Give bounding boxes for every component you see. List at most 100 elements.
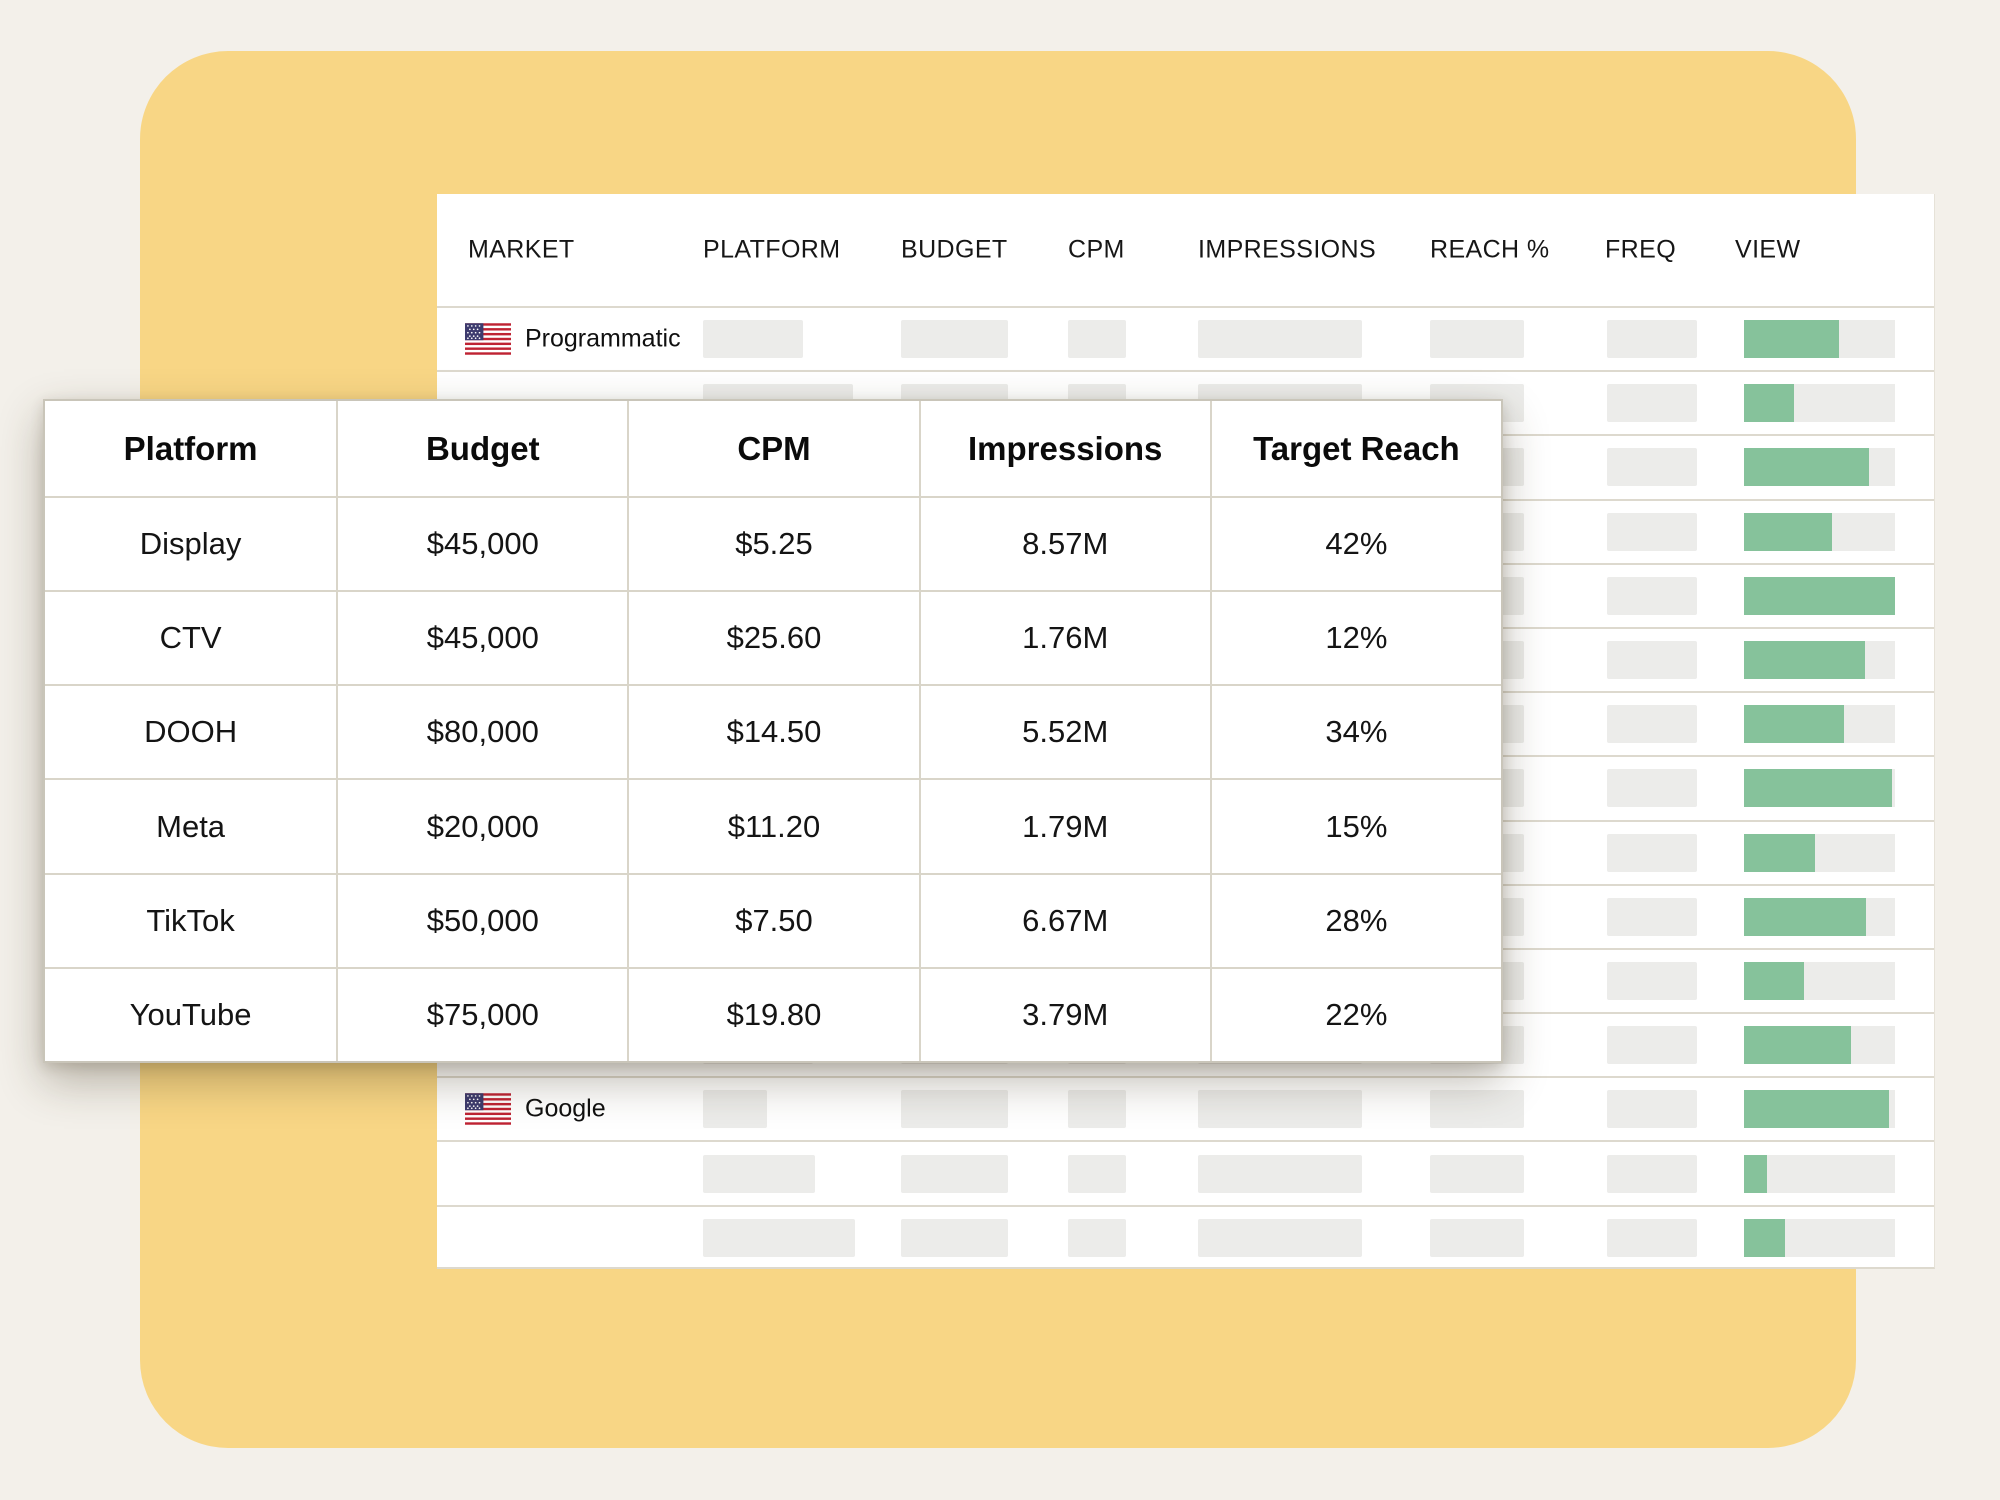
popup-value-cell: 8.57M [918,496,1210,591]
column-header-impressions: IMPRESSIONS [1198,235,1377,264]
view-progress-track [1744,897,1895,936]
popup-value-cell: $75,000 [336,966,628,1061]
popup-value-cell: $7.50 [627,872,919,967]
view-progress-track [1744,833,1895,872]
view-progress-track [1744,512,1895,551]
view-progress-track [1744,1218,1895,1257]
placeholder-pill [1430,320,1524,359]
placeholder-pill [1198,1154,1362,1193]
popup-value-cell: $25.60 [627,590,919,685]
placeholder-pill [1068,320,1126,359]
platform-summary-table: Platform Budget CPM Impressions Target Reach… [43,399,1503,1063]
view-progress-fill [1744,1090,1889,1129]
popup-value-cell: $45,000 [336,590,628,685]
placeholder-pill [1607,384,1697,423]
view-progress-track [1744,1026,1895,1065]
placeholder-pill [901,1090,1008,1129]
placeholder-pill [901,1218,1008,1257]
popup-platform-cell: Display [45,496,337,590]
popup-value-cell: $19.80 [627,966,919,1061]
view-progress-track [1744,384,1895,423]
us-flag-icon [465,1093,511,1126]
placeholder-pill [1068,1218,1126,1257]
placeholder-pill [1607,1090,1697,1129]
popup-value-cell: $20,000 [336,778,628,873]
popup-header-impressions: Impressions [918,401,1210,496]
market-label: Google [525,1094,606,1123]
popup-value-cell: $80,000 [336,684,628,779]
popup-value-cell: 15% [1209,778,1501,873]
placeholder-pill [703,1090,767,1129]
popup-platform-cell: CTV [45,590,337,684]
placeholder-pill [1607,1154,1697,1193]
placeholder-pill [1430,1218,1524,1257]
column-header-market: MARKET [468,235,575,264]
view-progress-fill [1744,897,1867,936]
placeholder-pill [1607,897,1697,936]
placeholder-pill [703,1218,855,1257]
placeholder-pill [1607,1218,1697,1257]
column-header-platform: PLATFORM [703,235,841,264]
market-cell: Programmatic [465,323,681,356]
view-progress-track [1744,961,1895,1000]
placeholder-pill [1607,833,1697,872]
view-progress-fill [1744,448,1870,487]
popup-value-cell: 28% [1209,872,1501,967]
view-progress-fill [1744,769,1892,808]
view-progress-fill [1744,705,1844,744]
placeholder-pill [901,1154,1008,1193]
placeholder-pill [703,320,803,359]
popup-value-cell: 34% [1209,684,1501,779]
market-cell: Google [465,1093,606,1126]
placeholder-pill [1607,576,1697,615]
placeholder-row [437,1204,1934,1269]
popup-value-cell: $50,000 [336,872,628,967]
view-progress-track [1744,448,1895,487]
popup-value-cell: 1.76M [918,590,1210,685]
placeholder-row [437,1140,1934,1204]
column-header-cpm: CPM [1068,235,1125,264]
placeholder-pill [1607,641,1697,680]
placeholder-pill [1198,1218,1362,1257]
view-progress-track [1744,1090,1895,1129]
view-progress-fill [1744,384,1794,423]
column-header-freq: FREQ [1605,235,1677,264]
popup-value-cell: 12% [1209,590,1501,685]
placeholder-pill [1198,320,1362,359]
view-progress-fill [1744,320,1840,359]
popup-header-cpm: CPM [627,401,918,496]
placeholder-pill [1607,769,1697,808]
us-flag-icon [465,323,511,356]
popup-value-cell: 5.52M [918,684,1210,779]
placeholder-pill [1430,1154,1524,1193]
popup-value-cell: $14.50 [627,684,919,779]
column-header-view: VIEW [1735,235,1801,264]
view-progress-track [1744,641,1895,680]
popup-platform-cell: DOOH [45,684,337,778]
column-header-reach-: REACH % [1430,235,1550,264]
view-progress-track [1744,320,1895,359]
view-progress-track [1744,1154,1895,1193]
column-header-budget: BUDGET [901,235,1008,264]
view-progress-track [1744,576,1895,615]
popup-value-cell: $45,000 [336,496,628,591]
popup-platform-cell: Meta [45,778,337,872]
view-progress-fill [1744,1218,1785,1257]
popup-platform-cell: YouTube [45,966,337,1061]
placeholder-pill [1068,1154,1126,1193]
market-row-programmatic[interactable]: Programmatic [437,306,1934,370]
placeholder-pill [1607,512,1697,551]
popup-value-cell: 6.67M [918,872,1210,967]
popup-value-cell: 42% [1209,496,1501,591]
placeholder-pill [1430,1090,1524,1129]
popup-platform-cell: TikTok [45,872,337,967]
popup-value-cell: 22% [1209,966,1501,1061]
view-progress-fill [1744,833,1815,872]
market-label: Programmatic [525,324,681,353]
placeholder-pill [1607,448,1697,487]
market-row-google[interactable]: Google [437,1076,1934,1140]
placeholder-pill [1068,1090,1126,1129]
placeholder-pill [1607,961,1697,1000]
placeholder-pill [1198,1090,1362,1129]
